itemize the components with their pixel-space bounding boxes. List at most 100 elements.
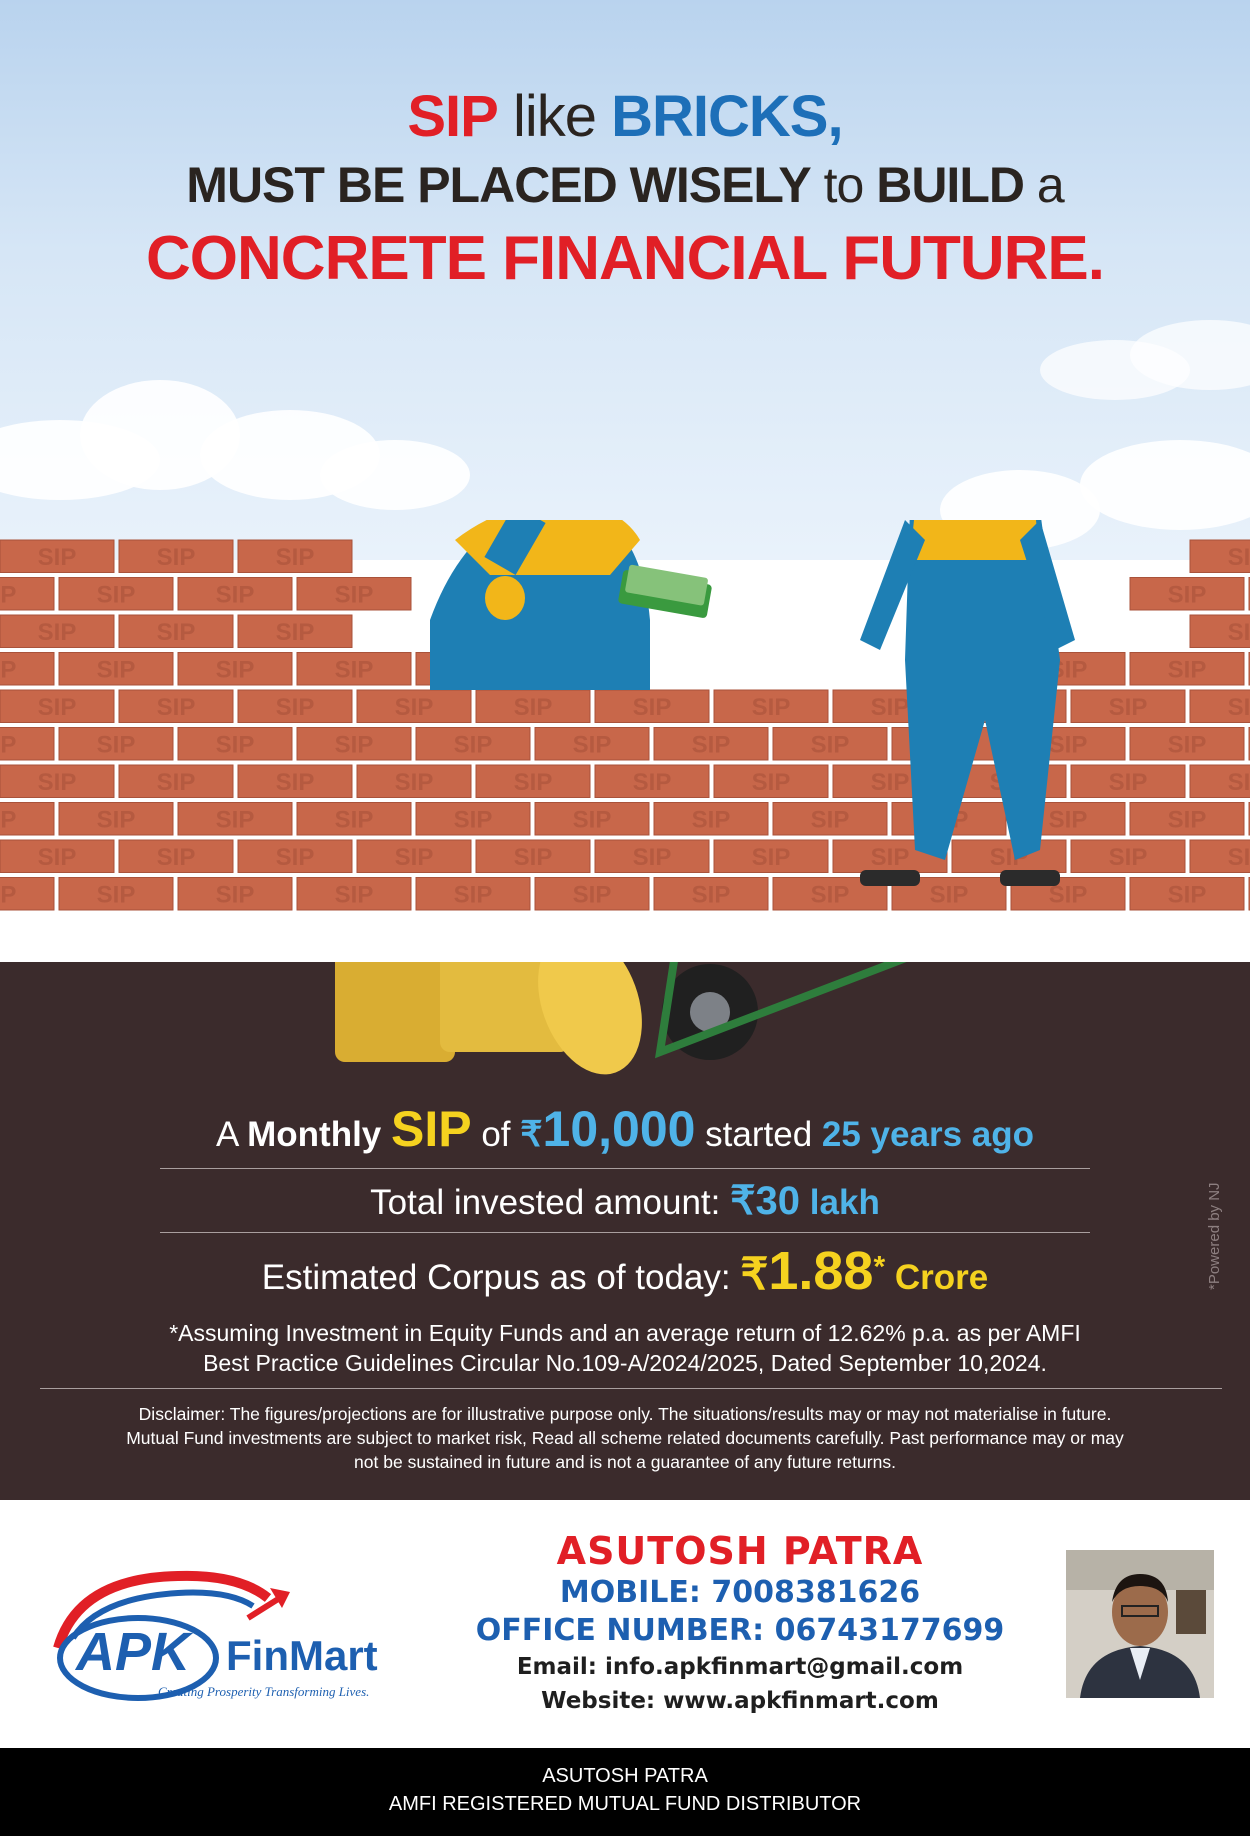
stat-monthly: Monthly [247, 1115, 391, 1154]
avatar [1066, 1550, 1214, 1698]
brick [1129, 577, 1245, 611]
brick [713, 689, 829, 723]
brick-label: SIP [1168, 806, 1207, 833]
brick [177, 877, 293, 911]
stat-started: started [695, 1115, 822, 1154]
brick-label: SIP [633, 769, 672, 796]
brick-label: SIP [1168, 881, 1207, 908]
brick-label: SIP [38, 769, 77, 796]
brick-label: SIP [573, 881, 612, 908]
brick [653, 802, 769, 836]
brick [772, 727, 888, 761]
brick-label: SIP [276, 619, 315, 646]
brick-label: SIP [1168, 656, 1207, 683]
brick [594, 689, 710, 723]
brick [415, 877, 531, 911]
brick [1070, 689, 1186, 723]
brick [58, 727, 174, 761]
brick-label: SIP [692, 881, 731, 908]
brick [296, 727, 412, 761]
left-worker [430, 520, 712, 690]
rupee-symbol: ₹ [520, 1115, 543, 1154]
brick-label: SIP [871, 694, 910, 721]
brick-label: SIP [157, 769, 196, 796]
assumption-note: *Assuming Investment in Equity Funds and… [0, 1318, 1250, 1378]
brick-label: SIP [454, 731, 493, 758]
brick-label: SIP [335, 881, 374, 908]
brick [118, 689, 234, 723]
brick [118, 764, 234, 798]
brick [653, 877, 769, 911]
brick-label: SIP [1109, 694, 1148, 721]
rupee-symbol: ₹ [740, 1250, 769, 1299]
stat-text: A [215, 1115, 248, 1154]
brick [58, 877, 174, 911]
brick-label: SIP [514, 844, 553, 871]
brick [772, 802, 888, 836]
brick-label: SIP [38, 844, 77, 871]
brick-label: SIP [335, 731, 374, 758]
brick-label: SIP [335, 806, 374, 833]
corpus-unit: Crore [885, 1258, 989, 1297]
brick [1070, 839, 1186, 873]
brick-label: SIP [752, 844, 791, 871]
headline-to: to [810, 157, 877, 213]
brick-label: SIP [97, 581, 136, 608]
brick-label: SIP [0, 881, 16, 908]
brick [356, 764, 472, 798]
brick [0, 727, 55, 761]
brick [415, 802, 531, 836]
brick [356, 839, 472, 873]
contact-email[interactable]: Email: info.apkfinmart@gmail.com [516, 1654, 964, 1680]
brick-label: SIP [930, 881, 969, 908]
brick [534, 727, 650, 761]
brick-label: SIP [216, 581, 255, 608]
brick [296, 577, 412, 611]
brick-label: SIP [276, 769, 315, 796]
brick-label: SIP [395, 694, 434, 721]
brick [237, 539, 353, 573]
headline-like: like [497, 84, 612, 149]
brick [475, 764, 591, 798]
logo-mark: APK [74, 1622, 194, 1682]
brick-label: SIP [157, 544, 196, 571]
headline-line-2: MUST BE PLACED WISELY to BUILD a [0, 152, 1250, 218]
contact-office-number[interactable]: OFFICE NUMBER: 06743177699 [475, 1613, 1005, 1648]
brick-label: SIP [811, 881, 850, 908]
brick-label: SIP [0, 656, 16, 683]
brick-label: SIP [395, 769, 434, 796]
brick [1189, 539, 1250, 573]
sky-background [0, 0, 1250, 560]
profile-photo [1066, 1550, 1214, 1698]
brick [1129, 727, 1245, 761]
right-worker [860, 520, 1075, 886]
brick-label: SIP [276, 844, 315, 871]
brick-label: SIP [38, 619, 77, 646]
brick-label: SIP [1228, 544, 1250, 571]
brick [713, 764, 829, 798]
brick-label: SIP [752, 694, 791, 721]
brick [594, 764, 710, 798]
brick [415, 727, 531, 761]
headline-a: a [1023, 157, 1065, 213]
brick [118, 839, 234, 873]
contact-mobile[interactable]: MOBILE: 7008381626 [559, 1575, 921, 1610]
brick-label: SIP [871, 844, 910, 871]
coins-and-wheelbarrow [335, 812, 1002, 1075]
headline-bricks: BRICKS, [611, 84, 843, 149]
monthly-sip-line: A Monthly SIP of ₹10,000 started 25 year… [0, 1100, 1250, 1158]
brick-label: SIP [454, 806, 493, 833]
headline-line-1: SIP like BRICKS, [0, 82, 1250, 152]
brick [0, 539, 115, 573]
headline: SIP like BRICKS, MUST BE PLACED WISELY t… [0, 82, 1250, 300]
wheelbarrow [600, 812, 1002, 1060]
stat-sip: SIP [391, 1101, 472, 1157]
brick [475, 689, 591, 723]
divider [40, 1388, 1222, 1389]
contact-website[interactable]: Website: www.apkfinmart.com [541, 1688, 939, 1714]
brick-label: SIP [871, 769, 910, 796]
brick-label: SIP [0, 806, 16, 833]
corpus-value: 1.88 [768, 1241, 874, 1301]
logo-name: FinMart [226, 1632, 378, 1679]
brick [296, 802, 412, 836]
